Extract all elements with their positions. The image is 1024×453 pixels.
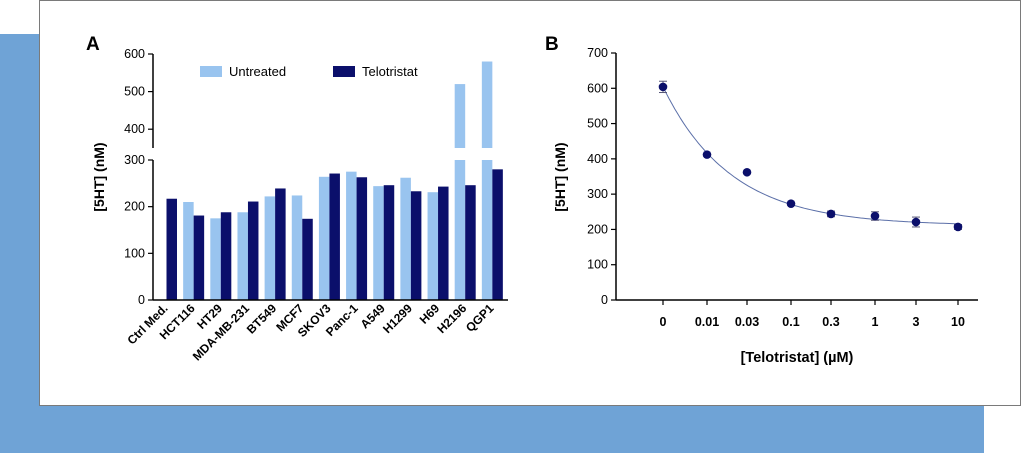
y-tick-label-100: 100 [124, 246, 145, 260]
bar-untreated-hct116 [183, 202, 194, 300]
y-tick-label-b-100: 100 [587, 258, 608, 272]
bar-telotristat-panc-1 [356, 177, 368, 300]
data-point-0-1 [786, 199, 796, 208]
fit-curve [662, 86, 958, 225]
x-tick-label-b-0-01: 0.01 [695, 315, 719, 329]
bar-break-segment-untreated-qgp1 [481, 61, 493, 148]
bar-untreated-skov3 [318, 176, 330, 300]
y-axis-label-b: [5HT] (nM) [552, 142, 568, 211]
bar-telotristat-h2196 [465, 185, 476, 300]
data-point-0-3 [826, 209, 836, 219]
y-tick-label-200: 200 [124, 200, 145, 214]
legend-label-telotristat: Telotristat [362, 64, 418, 79]
bar-telotristat-mcf7 [302, 218, 313, 300]
data-point-0-03 [742, 167, 752, 177]
x-tick-label-bt549: BT549 [244, 301, 280, 337]
bar-telotristat-skov3 [329, 173, 340, 300]
bar-untreated-panc-1 [346, 171, 357, 300]
y-tick-label-0: 0 [138, 293, 145, 307]
x-tick-label-b-0: 0 [660, 315, 667, 329]
bar-untreated-bt549 [264, 196, 276, 300]
data-point-0-01 [702, 150, 712, 159]
bar-telotristat-ctrl-med- [166, 198, 177, 300]
y-tick-label-300: 300 [124, 153, 145, 167]
bar-break-segment-untreated-h2196 [454, 84, 466, 148]
y-tick-label-600: 600 [124, 47, 145, 61]
x-axis-label-b: [Telotristat] (µM) [741, 350, 854, 366]
y-tick-label-b-500: 500 [587, 117, 608, 131]
legend-swatch-untreated [200, 66, 222, 77]
x-tick-label-b-0-03: 0.03 [735, 315, 759, 329]
legend-label-untreated: Untreated [229, 64, 286, 79]
bar-untreated-qgp1 [481, 160, 493, 300]
bar-untreated-mda-mb-231 [237, 212, 248, 300]
bar-telotristat-h69 [438, 186, 449, 300]
y-tick-label-b-400: 400 [587, 152, 608, 166]
y-tick-label-b-200: 200 [587, 222, 608, 236]
legend-swatch-telotristat [333, 66, 355, 77]
bar-untreated-a549 [373, 186, 384, 300]
y-tick-label-b-0: 0 [601, 293, 608, 307]
data-point-1 [870, 211, 880, 221]
x-tick-label-h2196: H2196 [434, 301, 469, 336]
y-tick-label-b-700: 700 [587, 46, 608, 60]
x-tick-label-b-3: 3 [913, 315, 920, 329]
data-point-3 [911, 217, 921, 227]
bar-untreated-ht29 [210, 218, 221, 300]
x-tick-label-b-0-3: 0.3 [822, 315, 839, 329]
x-tick-label-qgp1: QGP1 [463, 301, 497, 335]
x-tick-label-b-1: 1 [872, 315, 879, 329]
x-tick-label-b-0-1: 0.1 [782, 315, 799, 329]
y-tick-label-b-300: 300 [587, 187, 608, 201]
panel-a-label: A [86, 34, 100, 55]
x-tick-label-h1299: H1299 [380, 301, 415, 336]
y-tick-label-500: 500 [124, 85, 145, 99]
bar-telotristat-ht29 [220, 212, 232, 300]
bar-untreated-h2196 [454, 160, 466, 300]
bar-telotristat-mda-mb-231 [247, 201, 259, 300]
bar-telotristat-qgp1 [492, 169, 503, 300]
x-tick-label-b-10: 10 [951, 315, 965, 329]
bar-telotristat-bt549 [275, 188, 286, 300]
bar-untreated-h1299 [400, 177, 411, 300]
panel-b-label: B [545, 34, 559, 55]
bar-untreated-mcf7 [291, 195, 303, 300]
bar-telotristat-h1299 [410, 191, 422, 300]
y-axis-label: [5HT] (nM) [91, 142, 107, 211]
y-tick-label-b-600: 600 [587, 81, 608, 95]
y-tick-label-400: 400 [124, 122, 145, 136]
bar-untreated-h69 [427, 192, 439, 300]
bar-telotristat-a549 [383, 185, 395, 300]
data-point-0 [658, 82, 668, 92]
bar-telotristat-hct116 [193, 215, 205, 300]
data-point-10 [953, 222, 963, 232]
